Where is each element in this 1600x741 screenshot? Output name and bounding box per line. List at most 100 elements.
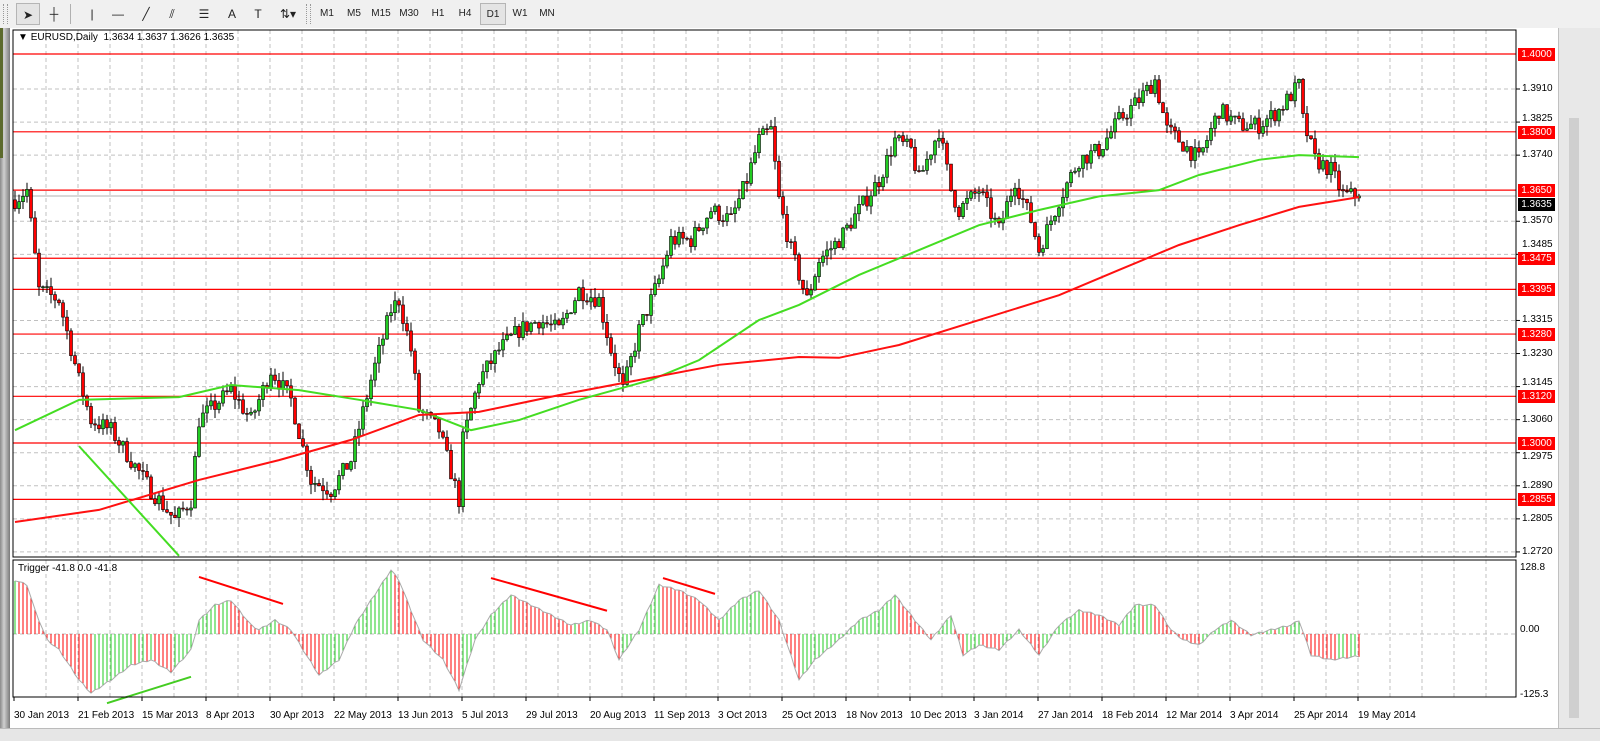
candle (361, 400, 365, 435)
text-label-icon[interactable]: T (254, 7, 262, 21)
scrollbar-thumb[interactable] (1569, 118, 1579, 718)
candle (1185, 139, 1189, 154)
horizontal-line-icon[interactable]: — (112, 7, 124, 21)
arrows-dropdown-icon[interactable]: ⇅▾ (279, 7, 297, 21)
candle (57, 298, 61, 306)
candle (385, 312, 389, 340)
candle (1001, 210, 1005, 231)
period-mn-button[interactable]: MN (539, 8, 555, 19)
candle (1329, 155, 1333, 183)
candle-body (489, 360, 493, 364)
candle (49, 277, 53, 304)
candle-body (445, 436, 449, 451)
candle (77, 363, 81, 377)
candle (649, 288, 653, 324)
period-h4-button[interactable]: H4 (458, 8, 472, 19)
candle-body (889, 154, 893, 157)
trendline-icon[interactable]: ╱ (142, 7, 150, 21)
crosshair-icon[interactable]: ┼ (49, 7, 59, 21)
moving-average-fast (14, 154, 1360, 432)
chart-window[interactable] (10, 28, 1558, 728)
candle (977, 186, 981, 202)
candle-body (293, 397, 297, 425)
candle-body (497, 349, 501, 352)
candle-body (53, 294, 57, 301)
candle-body (1125, 117, 1129, 120)
candle-body (1089, 150, 1093, 164)
equidistant-channel-icon[interactable]: ⫽ (169, 7, 175, 21)
toolbar-grip[interactable] (3, 4, 8, 24)
candle (437, 418, 441, 439)
candle-body (865, 195, 869, 207)
cursor-icon[interactable]: ➤ (16, 3, 40, 25)
candle (941, 131, 945, 150)
candle (97, 416, 101, 434)
vertical-scrollbar[interactable] (1558, 28, 1600, 740)
vertical-line-icon[interactable]: | (90, 7, 94, 21)
candle-body (969, 191, 973, 199)
candle (697, 223, 701, 232)
candle (857, 195, 861, 222)
price-axis-label: 1.2805 (1522, 512, 1553, 524)
candle-body (345, 463, 349, 470)
candle (709, 207, 713, 220)
date-axis-label: 8 Apr 2013 (206, 710, 255, 721)
candle-body (1117, 112, 1121, 120)
period-m5-button[interactable]: M5 (347, 8, 361, 19)
period-m30-button[interactable]: M30 (399, 8, 419, 19)
date-axis-label: 27 Jan 2014 (1038, 710, 1094, 721)
candle (417, 369, 421, 413)
period-w1-button[interactable]: W1 (512, 8, 528, 19)
fibonacci-retracement-icon[interactable]: ☰ (198, 7, 210, 21)
candle (1317, 148, 1321, 174)
candle (801, 279, 805, 295)
candle-body (253, 410, 257, 413)
candle-body (801, 279, 805, 289)
candle (997, 216, 1001, 228)
candle (965, 190, 969, 210)
candle-body (1313, 138, 1317, 154)
candle-body (337, 475, 341, 491)
candle (81, 366, 85, 406)
candle (985, 184, 989, 207)
candle (1325, 159, 1329, 179)
candle (765, 123, 769, 136)
candle (929, 154, 933, 166)
period-d1-button[interactable]: D1 (480, 3, 506, 25)
candle (933, 139, 937, 164)
candle-body (621, 373, 625, 385)
candle (1297, 78, 1301, 89)
candle (1077, 166, 1081, 178)
candle (1177, 127, 1181, 143)
candle (561, 311, 565, 330)
candle-body (245, 413, 249, 415)
period-m1-button[interactable]: M1 (320, 8, 334, 19)
candle-body (669, 236, 673, 256)
candle-body (813, 276, 817, 291)
candle (1273, 107, 1277, 126)
toolbar-grip[interactable] (306, 4, 311, 24)
period-h1-button[interactable]: H1 (431, 8, 445, 19)
candle (849, 217, 853, 232)
candle-body (145, 471, 149, 478)
period-m15-button[interactable]: M15 (371, 8, 391, 19)
candle-body (977, 191, 981, 194)
candle-body (665, 255, 669, 267)
text-icon[interactable]: A (227, 7, 236, 21)
candle-body (729, 213, 733, 215)
collapse-icon[interactable]: ▼ (18, 32, 28, 43)
candle-body (1285, 93, 1289, 110)
candle-body (589, 297, 593, 303)
candle-body (1349, 188, 1353, 192)
candle (669, 228, 673, 259)
candle-body (309, 470, 313, 485)
candle (909, 138, 913, 149)
candle-body (1225, 104, 1229, 122)
candle (289, 378, 293, 407)
candle (789, 238, 793, 249)
candle-body (629, 356, 633, 368)
candle (1249, 115, 1253, 130)
candle-body (901, 135, 905, 142)
candle-body (793, 241, 797, 256)
